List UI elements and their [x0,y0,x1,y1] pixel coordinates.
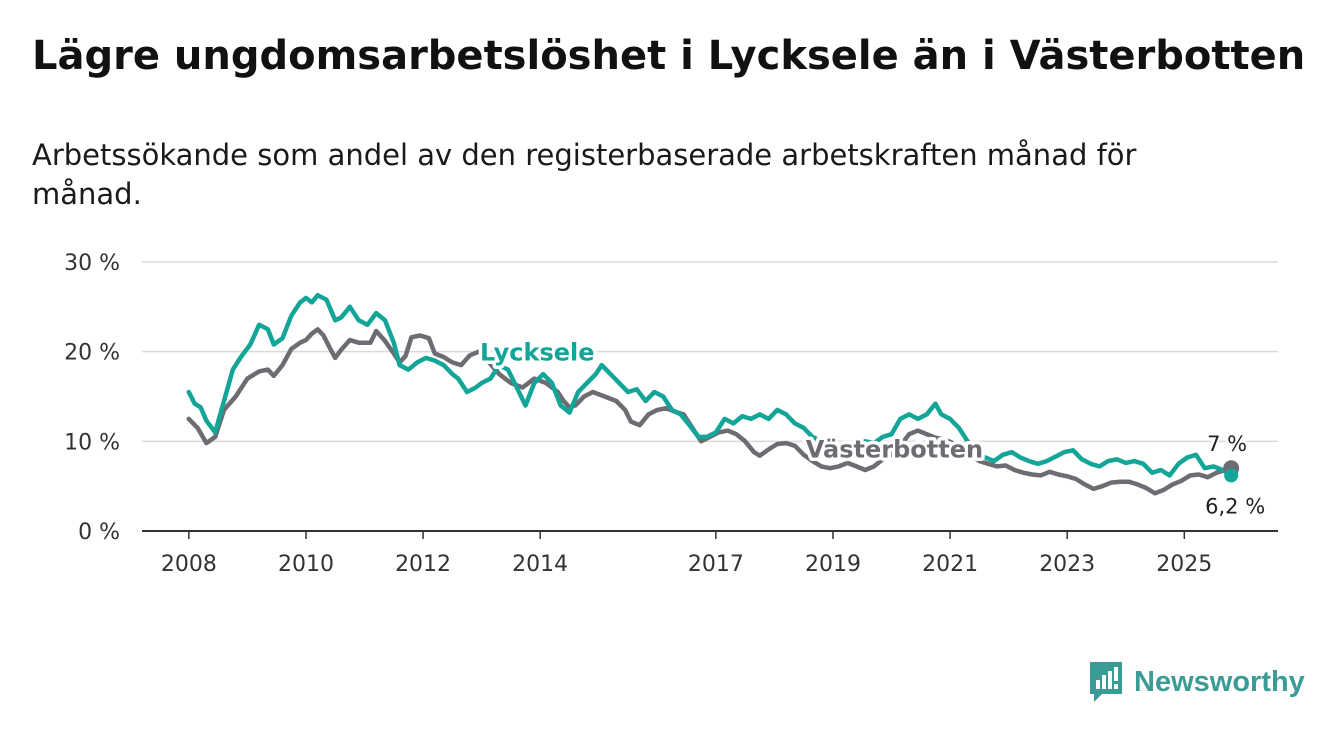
newsworthy-logo-icon [1090,662,1122,702]
chart-title: Lägre ungdomsarbetslöshet i Lycksele än … [32,33,1306,79]
axis-layer: 0 % 10 % 20 % 30 % 2008 2010 2012 2014 2017 2019 2… [64,251,1278,577]
end-label-lycksele: 6,2 % [1205,494,1265,518]
x-tick-label: 2010 [278,552,334,577]
y-tick-label: 30 % [64,251,120,276]
y-tick-label: 10 % [64,430,120,455]
brand-name: Newsworthy [1134,665,1305,698]
x-tick-label: 2008 [161,552,217,577]
grid-layer [142,261,1278,443]
series-layer [186,292,1234,496]
end-marker-lycksele [1224,468,1239,483]
x-tick-label: 2012 [395,552,451,577]
x-tick-label: 2017 [688,552,744,577]
x-tick-label: 2019 [805,552,861,577]
label-layer: Lycksele Västerbotten 7 % 6,2 % [476,335,1267,521]
series-label-lycksele: Lycksele [480,339,595,367]
x-tick-label: 2014 [512,552,568,577]
chart-subtitle: Arbetssökande som andel av den registerb… [32,138,1137,212]
brand-logo: Newsworthy [1088,660,1313,704]
x-tick-label: 2025 [1156,552,1212,577]
y-tick-label: 0 % [78,520,120,545]
series-line-lycksele [186,292,1234,478]
x-tick-label: 2021 [922,552,978,577]
y-tick-label: 20 % [64,341,120,366]
x-tick-label: 2023 [1039,552,1095,577]
end-label-vasterbotten: 7 % [1207,432,1247,456]
series-label-vasterbotten: Västerbotten [806,435,983,463]
series-line-vsterbotten [186,327,1234,496]
